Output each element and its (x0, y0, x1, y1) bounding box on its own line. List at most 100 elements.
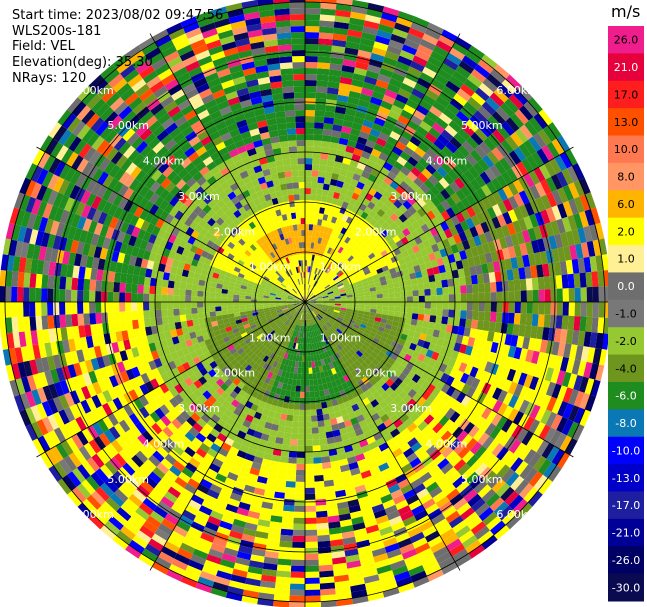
velocity-gate (306, 278, 309, 285)
velocity-gate (440, 221, 450, 232)
velocity-gate (58, 409, 70, 425)
velocity-gate (257, 379, 265, 388)
velocity-gate (493, 88, 509, 103)
velocity-gate (305, 373, 310, 380)
velocity-gate (244, 371, 253, 380)
velocity-gate (322, 129, 333, 137)
velocity-gate (346, 294, 353, 298)
velocity-gate (26, 375, 37, 391)
velocity-gate (487, 474, 502, 489)
velocity-gate (257, 302, 264, 305)
velocity-gate (401, 403, 412, 414)
velocity-gate (89, 279, 97, 291)
velocity-gate (388, 554, 404, 565)
velocity-gate (395, 409, 406, 419)
velocity-gate (341, 530, 355, 539)
velocity-gate (502, 344, 511, 357)
velocity-gate (313, 289, 319, 294)
velocity-gate (307, 291, 311, 297)
velocity-gate (429, 281, 437, 289)
velocity-gate (293, 297, 300, 300)
velocity-gate (272, 448, 282, 457)
velocity-gate (538, 129, 552, 146)
velocity-gate (495, 312, 503, 323)
velocity-gate (342, 536, 357, 545)
velocity-gate (407, 266, 416, 274)
velocity-gate (148, 251, 157, 262)
velocity-gate (225, 503, 239, 514)
velocity-gate (257, 294, 264, 298)
velocity-gate (307, 313, 310, 320)
velocity-gate (305, 535, 318, 542)
velocity-gate (328, 387, 335, 395)
velocity-gate (143, 459, 157, 472)
velocity-gate (412, 55, 428, 67)
velocity-gate (210, 413, 221, 424)
velocity-gate (551, 138, 565, 155)
velocity-gate (344, 108, 357, 117)
velocity-gate (300, 385, 305, 392)
velocity-gate (68, 452, 82, 468)
velocity-gate (516, 231, 526, 245)
velocity-gate (305, 565, 320, 572)
velocity-gate (526, 290, 533, 302)
velocity-gate (155, 556, 172, 570)
velocity-gate (24, 257, 33, 274)
velocity-gate (302, 307, 305, 314)
velocity-gate (414, 509, 428, 522)
velocity-gate (403, 146, 415, 157)
velocity-gate (113, 281, 120, 293)
velocity-gate (461, 123, 475, 137)
velocity-gate (337, 174, 346, 183)
velocity-gate (528, 117, 543, 133)
velocity-gate (316, 528, 330, 536)
velocity-gate (382, 297, 389, 302)
velocity-gate (81, 428, 94, 443)
velocity-gate (60, 263, 68, 277)
velocity-gate (71, 302, 78, 315)
velocity-gate (355, 266, 363, 272)
velocity-gate (395, 499, 409, 511)
velocity-gate (76, 483, 91, 499)
velocity-gate (290, 385, 297, 392)
velocity-gate (269, 292, 276, 296)
velocity-gate (517, 85, 533, 102)
velocity-gate (275, 304, 282, 307)
velocity-gate (226, 417, 236, 427)
velocity-gate (95, 291, 102, 302)
velocity-gate (213, 423, 224, 433)
velocity-gate (447, 340, 456, 351)
velocity-gate (281, 302, 288, 305)
velocity-gate (317, 347, 322, 355)
velocity-gate (323, 479, 335, 487)
velocity-gate (310, 349, 314, 356)
velocity-gate (299, 403, 305, 410)
velocity-gate (436, 426, 448, 438)
velocity-gate (533, 364, 543, 378)
velocity-gate (561, 371, 572, 388)
velocity-gate (197, 463, 209, 474)
velocity-gate (310, 325, 313, 332)
velocity-gate (328, 147, 338, 156)
velocity-gate (491, 478, 506, 493)
velocity-gate (529, 404, 541, 420)
velocity-gate (399, 151, 411, 162)
velocity-gate (427, 569, 444, 582)
velocity-gate (308, 224, 314, 231)
velocity-gate (292, 310, 297, 316)
velocity-gate (99, 247, 108, 260)
velocity-gate (91, 257, 100, 270)
velocity-gate (173, 281, 181, 289)
velocity-gate (347, 430, 357, 439)
velocity-gate (379, 261, 388, 268)
velocity-gate (281, 298, 288, 301)
velocity-gate (324, 246, 330, 253)
velocity-gate (96, 450, 110, 465)
velocity-gate (297, 319, 301, 326)
velocity-gate (379, 322, 387, 328)
velocity-gate (337, 282, 344, 288)
velocity-gate (273, 600, 290, 607)
velocity-gate (333, 323, 339, 329)
velocity-gate (449, 454, 462, 467)
velocity-gate (180, 488, 194, 500)
